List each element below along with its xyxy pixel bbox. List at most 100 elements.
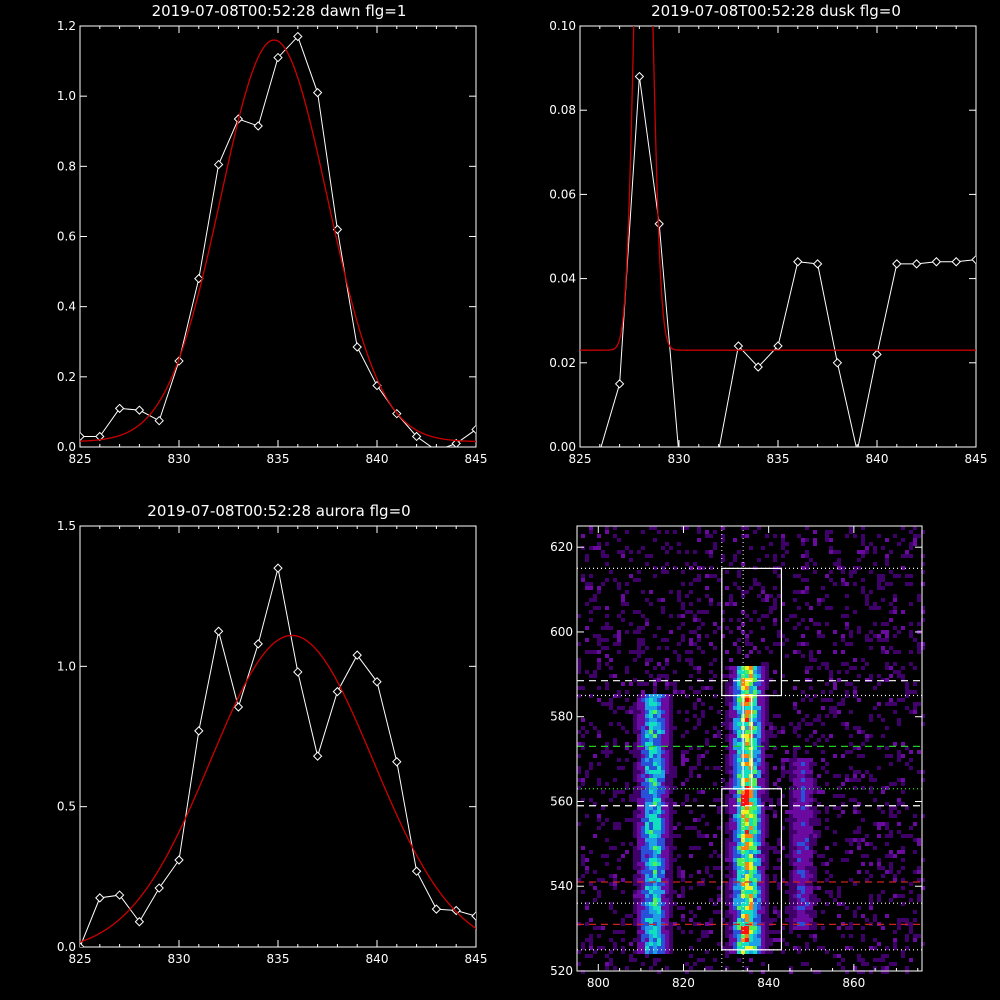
heatmap-cell xyxy=(693,690,697,694)
heatmap-cell xyxy=(709,918,713,922)
heatmap-cell xyxy=(653,706,657,710)
heatmap-cell xyxy=(753,738,757,742)
heatmap-cell xyxy=(729,798,733,802)
heatmap-cell xyxy=(733,854,737,858)
heatmap-cell xyxy=(861,658,865,662)
heatmap-cell xyxy=(809,558,813,562)
heatmap-cell xyxy=(665,678,669,682)
heatmap-cell xyxy=(665,862,669,866)
heatmap-cell xyxy=(741,870,745,874)
heatmap-cell xyxy=(845,838,849,842)
heatmap-cell xyxy=(825,534,829,538)
heatmap-cell xyxy=(613,634,617,638)
heatmap-cell xyxy=(809,722,813,726)
heatmap-cell xyxy=(589,526,593,530)
heatmap-cell xyxy=(733,850,737,854)
heatmap-cell xyxy=(629,706,633,710)
heatmap-cell xyxy=(809,802,813,806)
heatmap-cell xyxy=(641,682,645,686)
heatmap-cell xyxy=(765,766,769,770)
heatmap-cell xyxy=(733,914,737,918)
heatmap-cell xyxy=(749,782,753,786)
heatmap-cell xyxy=(637,626,641,630)
heatmap-cell xyxy=(821,690,825,694)
heatmap-cell xyxy=(585,906,589,910)
heatmap-cell xyxy=(781,878,785,882)
heatmap-cell xyxy=(701,714,705,718)
heatmap-cell xyxy=(649,794,653,798)
heatmap-cell xyxy=(849,798,853,802)
heatmap-cell xyxy=(909,634,913,638)
heatmap-cell xyxy=(637,910,641,914)
aurora-data-point xyxy=(80,942,85,947)
heatmap-cell xyxy=(657,862,661,866)
heatmap-cell xyxy=(749,850,753,854)
heatmap-cell xyxy=(693,706,697,710)
heatmap-cell xyxy=(753,710,757,714)
heatmap-cell xyxy=(809,606,813,610)
heatmap-cell xyxy=(717,798,721,802)
heatmap-cell xyxy=(793,898,797,902)
heatmap-cell xyxy=(797,826,801,830)
heatmap-cell xyxy=(741,526,745,530)
heatmap-cell xyxy=(853,690,857,694)
heatmap-cell xyxy=(849,850,853,854)
heatmap-cell xyxy=(893,650,897,654)
heatmap-cell xyxy=(641,802,645,806)
heatmap-cell xyxy=(669,890,673,894)
heatmap-cell xyxy=(613,738,617,742)
heatmap-cell xyxy=(657,802,661,806)
heatmap-cell xyxy=(745,678,749,682)
heatmap-cell xyxy=(737,678,741,682)
heatmap-cell xyxy=(745,866,749,870)
heatmap-cell xyxy=(821,862,825,866)
aurora-y-tick-label: 1.5 xyxy=(57,519,76,533)
heatmap-cell xyxy=(765,746,769,750)
heatmap-cell xyxy=(733,870,737,874)
heatmap-cell xyxy=(853,570,857,574)
heatmap-cell xyxy=(725,830,729,834)
heatmap-cell xyxy=(729,562,733,566)
heatmap-cell xyxy=(753,790,757,794)
heatmap-cell xyxy=(845,946,849,950)
heatmap-cell xyxy=(881,958,885,962)
heatmap-cell xyxy=(585,554,589,558)
heatmap-cell xyxy=(825,810,829,814)
heatmap-cell xyxy=(853,694,857,698)
heatmap-cell xyxy=(709,898,713,902)
heatmap-cell xyxy=(905,706,909,710)
heatmap-cell xyxy=(757,870,761,874)
heatmap-cell xyxy=(857,630,861,634)
heatmap-cell xyxy=(733,726,737,730)
heatmap-cell xyxy=(893,854,897,858)
heatmap-cell xyxy=(909,758,913,762)
heatmap-cell xyxy=(633,950,637,954)
heatmap-cell xyxy=(605,686,609,690)
heatmap-cell xyxy=(665,834,669,838)
heatmap-cell xyxy=(581,862,585,866)
heatmap-cell xyxy=(641,846,645,850)
heatmap-cell xyxy=(757,926,761,930)
heatmap-cell xyxy=(605,954,609,958)
heatmap-cell xyxy=(737,898,741,902)
heatmap-cell xyxy=(801,854,805,858)
heatmap-cell xyxy=(785,942,789,946)
heatmap-cell xyxy=(757,786,761,790)
heatmap-cell xyxy=(745,834,749,838)
heatmap-cell xyxy=(913,814,917,818)
heatmap-cell xyxy=(809,618,813,622)
heatmap-cell xyxy=(801,578,805,582)
heatmap-cell xyxy=(653,766,657,770)
heatmap-cell xyxy=(761,854,765,858)
heatmap-cell xyxy=(641,814,645,818)
heatmap-cell xyxy=(757,946,761,950)
heatmap-cell xyxy=(609,962,613,966)
heatmap-cell xyxy=(605,862,609,866)
heatmap-cell xyxy=(729,902,733,906)
heatmap-cell xyxy=(649,850,653,854)
heatmap-cell xyxy=(665,866,669,870)
heatmap-cell xyxy=(849,666,853,670)
heatmap-cell xyxy=(801,862,805,866)
heatmap-cell xyxy=(761,638,765,642)
heatmap-cell xyxy=(765,786,769,790)
